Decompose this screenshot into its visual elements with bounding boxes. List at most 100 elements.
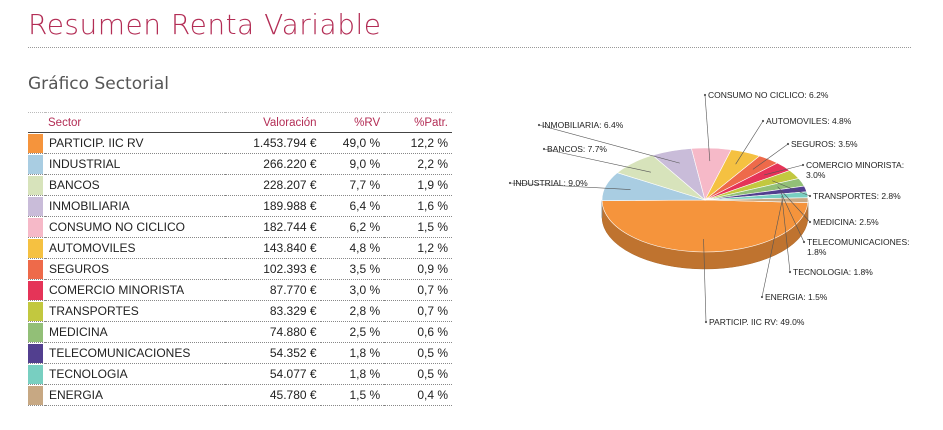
valoracion-cell: 83.329 €	[225, 300, 321, 322]
pie-leader-line	[704, 94, 711, 162]
valoracion-cell: 182.744 €	[225, 216, 321, 238]
color-swatch	[28, 217, 43, 237]
valoracion-cell: 266.220 €	[225, 153, 321, 175]
pie-leader-line	[777, 186, 811, 223]
color-swatch	[28, 175, 43, 195]
pie-leader-dot	[537, 123, 541, 127]
header-sector: Sector	[28, 112, 226, 133]
pie-leader-dot	[703, 93, 707, 97]
pie-slice-label: PARTICIP. IIC RV: 49.0%	[709, 317, 805, 327]
pie-slice-label: CONSUMO NO CICLICO: 6.2%	[708, 90, 829, 100]
pie-leader-dot	[542, 147, 546, 151]
pie-leader-dot	[788, 270, 792, 274]
header-patr: %Patr.	[384, 112, 452, 133]
pie-leader-line	[772, 180, 811, 197]
valoracion-cell: 189.988 €	[225, 195, 321, 217]
patr-cell: 1,9 %	[384, 174, 452, 196]
prv-cell: 9,0 %	[320, 153, 385, 175]
sector-name: CONSUMO NO CICLICO	[45, 216, 226, 238]
color-swatch	[28, 385, 43, 405]
sector-name: TELECOMUNICACIONES	[45, 342, 226, 364]
color-swatch	[28, 280, 43, 300]
pie-slice-label: COMERCIO MINORISTA: 3.0%	[806, 160, 904, 180]
pie-leader-dot	[808, 220, 812, 224]
prv-cell: 3,5 %	[320, 258, 385, 280]
table-row: CONSUMO NO CICLICO 182.744 € 6,2 % 1,5 %	[28, 216, 452, 238]
table-row: MEDICINA 74.880 € 2,5 % 0,6 %	[28, 321, 452, 343]
pie-leader-line	[764, 164, 804, 176]
pie-leader-dot	[761, 119, 765, 123]
valoracion-cell: 54.352 €	[225, 342, 321, 364]
sector-name: PARTICIP. IIC RV	[45, 132, 226, 154]
color-swatch	[28, 343, 43, 363]
prv-cell: 3,0 %	[320, 279, 385, 301]
sector-name: INDUSTRIAL	[45, 153, 226, 175]
patr-cell: 0,5 %	[384, 342, 452, 364]
patr-cell: 0,7 %	[384, 279, 452, 301]
prv-cell: 49,0 %	[320, 132, 385, 154]
pie-slice-label: INDUSTRIAL: 9.0%	[513, 178, 588, 188]
sector-name: ENERGIA	[45, 384, 226, 406]
valoracion-cell: 87.770 €	[225, 279, 321, 301]
sector-name: BANCOS	[45, 174, 226, 196]
pie-leader-line	[752, 143, 789, 170]
patr-cell: 0,4 %	[384, 384, 452, 406]
sector-name: MEDICINA	[45, 321, 226, 343]
patr-cell: 0,5 %	[384, 363, 452, 385]
table-row: TECNOLOGIA 54.077 € 1,8 % 0,5 %	[28, 363, 452, 385]
pie-leader-dot	[704, 320, 708, 324]
patr-cell: 1,5 %	[384, 216, 452, 238]
prv-cell: 6,4 %	[320, 195, 385, 217]
valoracion-cell: 45.780 €	[225, 384, 321, 406]
patr-cell: 1,2 %	[384, 237, 452, 259]
table-row: INDUSTRIAL 266.220 € 9,0 % 2,2 %	[28, 153, 452, 175]
sector-name: TRANSPORTES	[45, 300, 226, 322]
pie-leader-line	[761, 200, 783, 298]
prv-cell: 1,8 %	[320, 342, 385, 364]
color-swatch	[28, 154, 43, 174]
pie-leader-line	[735, 120, 764, 165]
pie-slice-label: SEGUROS: 3.5%	[791, 139, 858, 149]
table-row: TRANSPORTES 83.329 € 2,8 % 0,7 %	[28, 300, 452, 322]
valoracion-cell: 1.453.794 €	[225, 132, 321, 154]
prv-cell: 1,5 %	[320, 384, 385, 406]
sector-name: AUTOMOVILES	[45, 237, 226, 259]
table-row: SEGUROS 102.393 € 3,5 % 0,9 %	[28, 258, 452, 280]
table-row: ENERGIA 45.780 € 1,5 % 0,4 %	[28, 384, 452, 406]
pie-leader-line	[703, 238, 707, 323]
pie-leader-dot	[786, 142, 790, 146]
pie-leader-dot	[760, 295, 764, 299]
color-swatch	[28, 301, 43, 321]
pie-leader-line	[780, 191, 805, 243]
pie-slice-label: MEDICINA: 2.5%	[813, 217, 879, 227]
header-valoracion: Valoración	[225, 112, 321, 133]
pie-leader-dot	[801, 163, 805, 167]
pie-slice-label: BANCOS: 7.7%	[547, 144, 607, 154]
pie-slice-label: INMOBILIARIA: 6.4%	[542, 120, 624, 130]
pie-slice	[601, 199, 809, 253]
pie-leader-dot	[802, 240, 806, 244]
valoracion-cell: 228.207 €	[225, 174, 321, 196]
prv-cell: 4,8 %	[320, 237, 385, 259]
table-header-row: Sector Valoración %RV %Patr.	[28, 112, 452, 133]
pie-slice-label: AUTOMOVILES: 4.8%	[766, 116, 852, 126]
color-swatch	[28, 238, 43, 258]
sector-name: COMERCIO MINORISTA	[45, 279, 226, 301]
title-divider	[28, 47, 911, 48]
prv-cell: 7,7 %	[320, 174, 385, 196]
sector-name: TECNOLOGIA	[45, 363, 226, 385]
color-swatch	[28, 196, 43, 216]
sector-name: SEGUROS	[45, 258, 226, 280]
pie-leader-dot	[508, 181, 512, 185]
patr-cell: 0,6 %	[384, 321, 452, 343]
valoracion-cell: 54.077 €	[225, 363, 321, 385]
pie-slice-label: TECNOLOGIA: 1.8%	[793, 267, 873, 277]
patr-cell: 1,6 %	[384, 195, 452, 217]
pie-slice-label: ENERGIA: 1.5%	[765, 292, 828, 302]
pie-leader-dot	[808, 194, 812, 198]
pie-slice-label: TELECOMUNICACIONES: 1.8%	[807, 237, 910, 257]
table-row: AUTOMOVILES 143.840 € 4,8 % 1,2 %	[28, 237, 452, 259]
color-swatch	[28, 133, 43, 153]
prv-cell: 2,8 %	[320, 300, 385, 322]
valoracion-cell: 74.880 €	[225, 321, 321, 343]
